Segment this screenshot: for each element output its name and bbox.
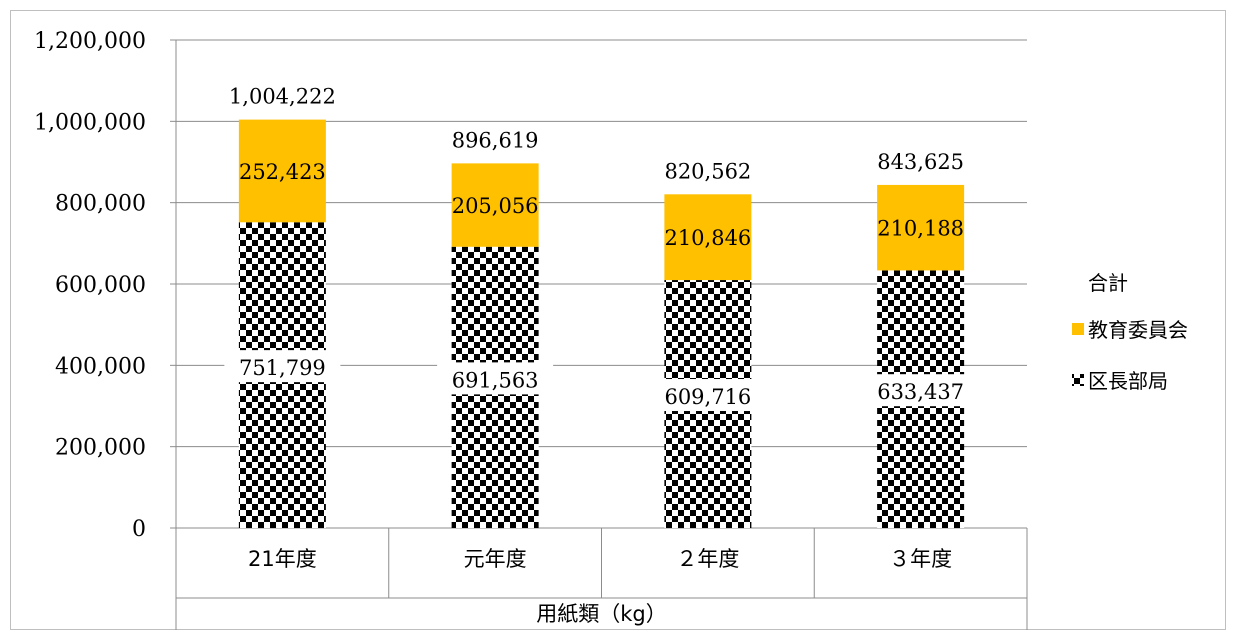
data-label-total: 896,619 [452,128,539,152]
legend-swatch-kuchou [1072,374,1084,386]
x-category-label: ３年度 [889,547,952,571]
x-category-label: 元年度 [464,547,527,571]
data-label-total: 843,625 [877,150,964,174]
data-label-background [649,379,766,412]
x-category-label: ２年度 [676,547,739,571]
data-label-kuchou: 633,437 [877,380,964,404]
y-tick-label: 400,000 [55,354,146,379]
data-label-kyouiku: 210,846 [664,226,751,250]
legend-label-kyouiku: 教育委員会 [1088,318,1188,342]
y-tick-label: 600,000 [55,273,146,298]
data-label-kyouiku: 210,188 [877,217,964,241]
legend: 合計 教育委員会 区長部局 [1072,271,1188,393]
data-label-kyouiku: 252,423 [239,160,326,184]
data-label-total: 1,004,222 [229,85,336,109]
x-category-label: 21年度 [248,547,317,571]
y-tick-label: 1,000,000 [34,110,146,135]
data-label-kuchou: 609,716 [664,385,751,409]
legend-label-kuchou: 区長部局 [1088,369,1168,393]
data-label-kyouiku: 205,056 [452,194,539,218]
y-tick-label: 1,200,000 [34,29,146,54]
x-group-label: 用紙類（kg） [536,602,667,626]
legend-title: 合計 [1088,271,1128,295]
bar-segment-kyouiku [451,163,539,247]
bars [238,119,965,528]
bar-segment-kyouiku [238,119,326,223]
data-label-kuchou: 691,563 [452,368,539,392]
data-label-total: 820,562 [664,159,751,183]
y-tick-label: 200,000 [55,436,146,461]
legend-swatch-kyouiku [1072,323,1084,335]
data-label-background [862,374,979,407]
bar-segment-kyouiku [664,194,752,281]
data-label-kuchou: 751,799 [239,356,326,380]
data-label-background [224,350,341,383]
y-tick-label: 800,000 [55,192,146,217]
axes: 0 200,000 400,000 600,000 800,000 1,000,000 1,… [34,29,1028,630]
y-tick-label: 0 [132,517,146,542]
bar-segment-kyouiku [877,184,965,271]
data-labels: 751,799 252,423 1,004,222 691,563 205,056 896… [224,85,979,412]
data-label-background [437,362,554,395]
chart-frame [10,10,1226,630]
